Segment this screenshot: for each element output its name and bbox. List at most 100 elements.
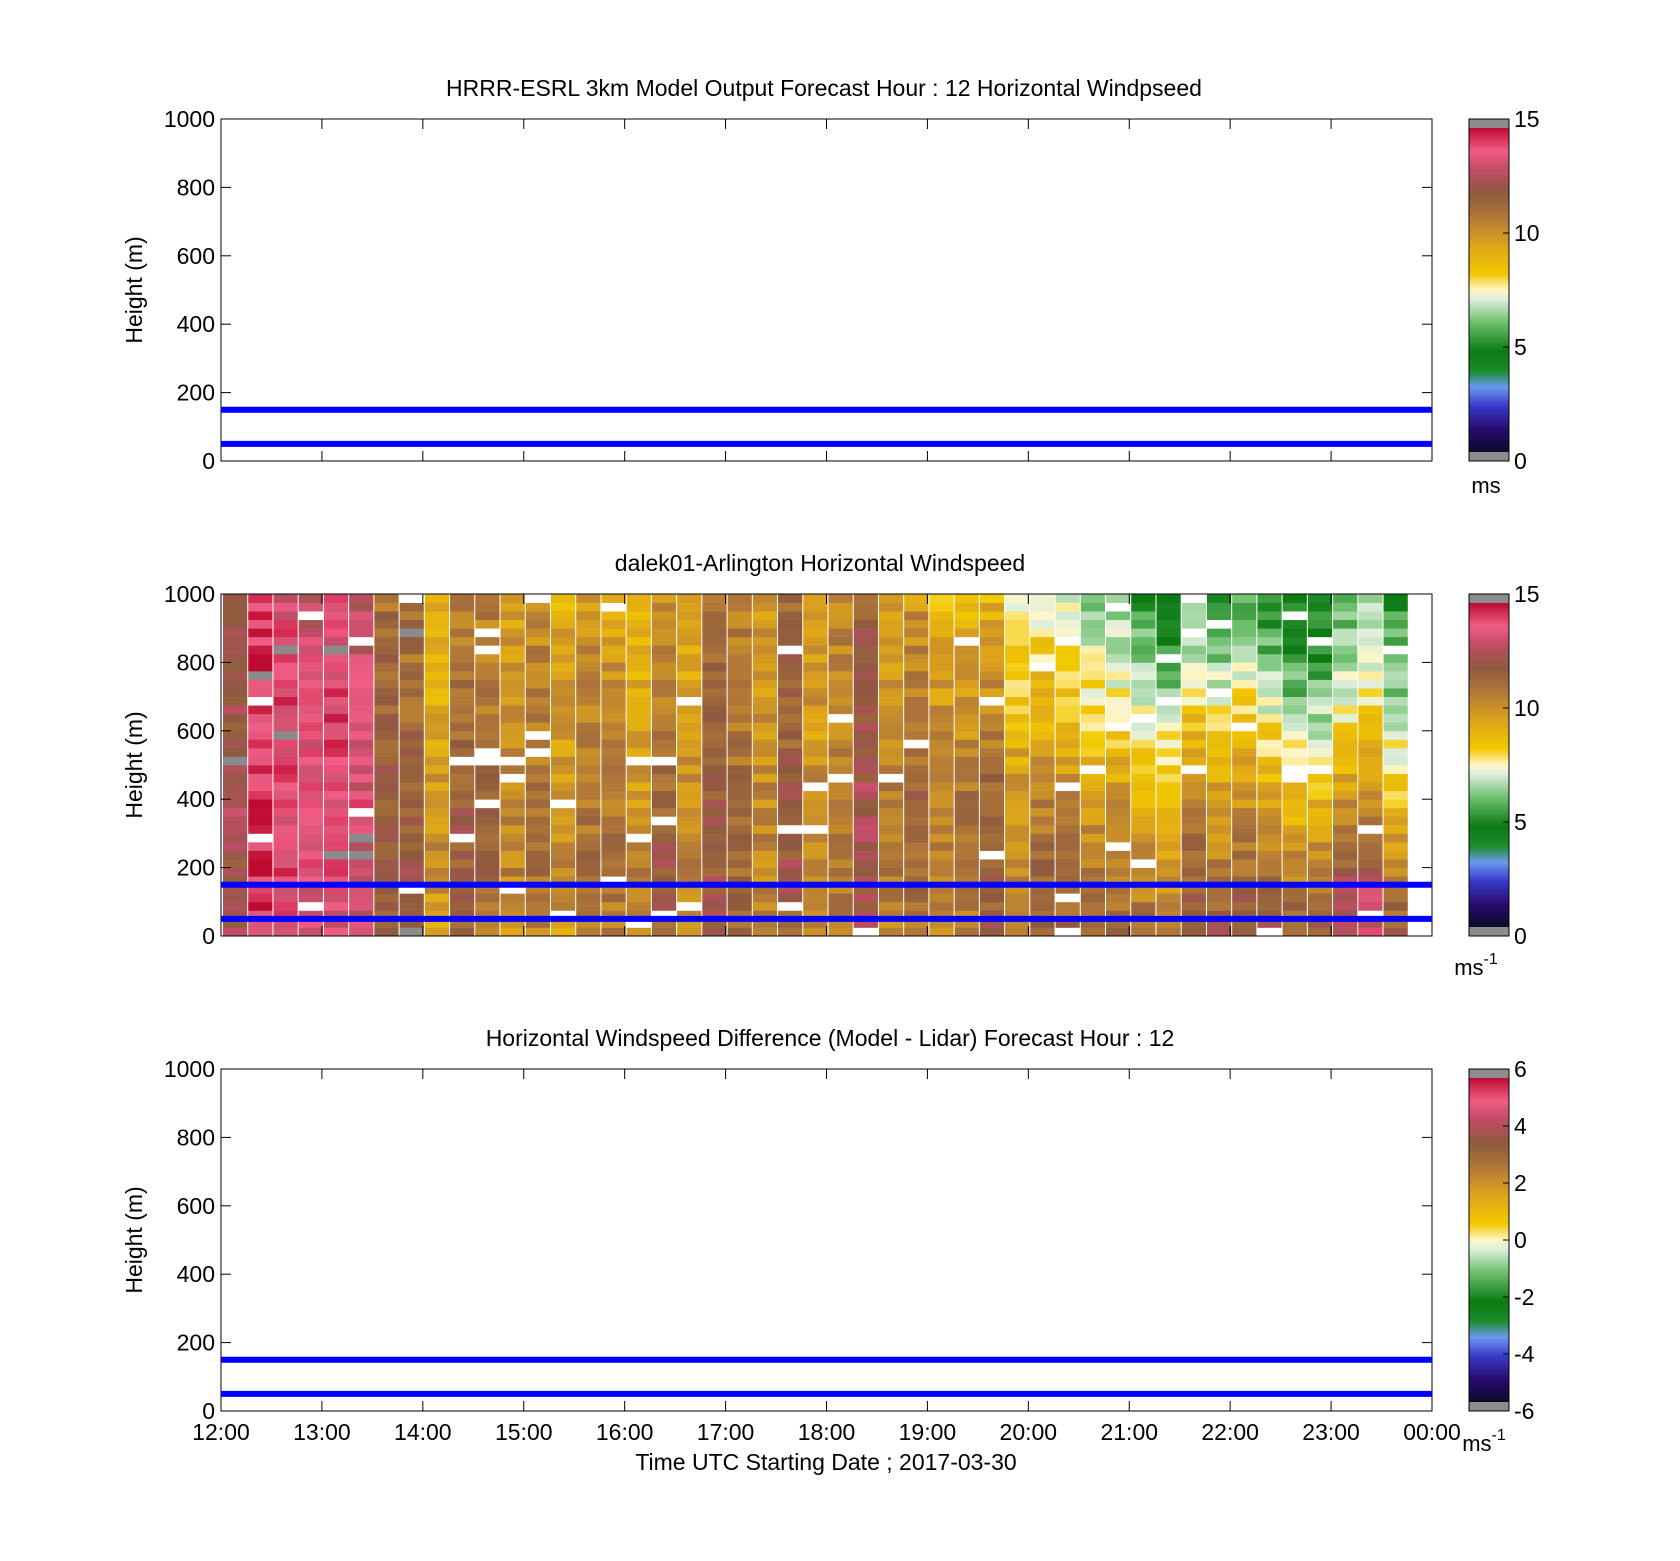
heatmap-cell (424, 773, 450, 783)
heatmap-cell (626, 653, 651, 663)
heatmap-cell (601, 730, 626, 740)
y-tick-label: 600 (177, 243, 215, 269)
heatmap-cell (450, 859, 475, 868)
heatmap-cell (752, 705, 778, 715)
heatmap-cell (1181, 893, 1206, 903)
heatmap-cell (1080, 679, 1106, 689)
heatmap-cell (1106, 918, 1131, 928)
heatmap-cell (702, 696, 727, 706)
heatmap-cell (752, 679, 778, 689)
heatmap-cell (1257, 628, 1282, 638)
heatmap-cell (576, 782, 601, 792)
heatmap-cell (1358, 816, 1383, 826)
heatmap-cell (778, 765, 803, 774)
heatmap-cell (1156, 636, 1181, 646)
heatmap-cell (374, 653, 399, 663)
colorbar-tick-label: -6 (1514, 1398, 1534, 1424)
heatmap-cell (475, 790, 500, 800)
heatmap-cell (1307, 670, 1333, 680)
heatmap-cell (1333, 653, 1358, 663)
heatmap-cell (1055, 790, 1080, 800)
heatmap-cell (1080, 619, 1106, 629)
heatmap-cell (1156, 756, 1181, 766)
heatmap-cell (1307, 893, 1333, 903)
heatmap-cell (1005, 867, 1030, 877)
heatmap-cell (349, 850, 374, 860)
heatmap-cell (1206, 739, 1232, 749)
heatmap-cell (677, 773, 702, 783)
colorbar-cap-bottom (1469, 927, 1509, 936)
heatmap-cell (878, 722, 904, 732)
heatmap-cell (1181, 594, 1206, 603)
heatmap-cell (702, 628, 727, 638)
heatmap-cell (1080, 841, 1106, 851)
heatmap-cell (475, 619, 500, 629)
heatmap-cell (702, 867, 727, 877)
heatmap-cell (323, 602, 349, 612)
heatmap-cell (323, 705, 349, 715)
heatmap-cell (727, 636, 752, 646)
heatmap-cell (651, 807, 677, 817)
heatmap-cell (1181, 679, 1206, 689)
heatmap-cell (1307, 833, 1333, 843)
heatmap-cell (1282, 739, 1307, 749)
heatmap-cell (651, 688, 677, 697)
heatmap-cell (601, 850, 626, 860)
heatmap-cell (904, 739, 929, 749)
heatmap-cell (1181, 628, 1206, 638)
heatmap-cell (626, 799, 651, 809)
heatmap-cell (323, 594, 349, 603)
heatmap-cell (298, 679, 323, 689)
heatmap-cell (424, 799, 450, 809)
heatmap-cell (1131, 773, 1156, 783)
heatmap-cell (424, 730, 450, 740)
heatmap-cell (1030, 782, 1055, 792)
panel-difference-x-label: Time UTC Starting Date ; 2017-03-30 (635, 1449, 1016, 1475)
heatmap-cell (273, 670, 298, 680)
heatmap-cell (1232, 730, 1257, 740)
heatmap-cell (223, 799, 248, 809)
heatmap-cell (273, 645, 298, 655)
heatmap-cell (626, 705, 651, 715)
heatmap-cell (878, 662, 904, 672)
heatmap-cell (626, 876, 651, 886)
heatmap-cell (349, 790, 374, 800)
heatmap-cell (702, 824, 727, 834)
heatmap-cell (450, 833, 475, 843)
heatmap-cell (349, 884, 374, 894)
heatmap-cell (1282, 636, 1307, 646)
heatmap-cell (1156, 910, 1181, 920)
heatmap-cell (399, 867, 424, 877)
heatmap-cell (651, 867, 677, 877)
heatmap-cell (727, 927, 752, 937)
heatmap-cell (1106, 816, 1131, 826)
heatmap-cell (929, 722, 954, 732)
heatmap-cell (929, 602, 954, 612)
x-tick-label: 23:00 (1302, 1419, 1360, 1445)
heatmap-cell (576, 688, 601, 697)
heatmap-cell (828, 910, 853, 920)
heatmap-cell (298, 619, 323, 629)
heatmap-cell (1055, 594, 1080, 603)
heatmap-cell (904, 773, 929, 783)
heatmap-cell (904, 850, 929, 860)
heatmap-cell (727, 824, 752, 834)
heatmap-cell (576, 756, 601, 766)
heatmap-cell (626, 696, 651, 706)
colorbar-tick-label: 4 (1514, 1113, 1527, 1139)
heatmap-cell (424, 594, 450, 603)
heatmap-cell (525, 841, 550, 851)
heatmap-cell (828, 859, 853, 868)
heatmap-cell (450, 910, 475, 920)
heatmap-cell (1232, 619, 1257, 629)
heatmap-cell (626, 841, 651, 851)
heatmap-cell (929, 670, 954, 680)
heatmap-cell (1333, 927, 1358, 937)
heatmap-cell (1257, 807, 1282, 817)
heatmap-cell (349, 619, 374, 629)
heatmap-cell (778, 705, 803, 715)
heatmap-cell (1131, 679, 1156, 689)
heatmap-cell (752, 850, 778, 860)
heatmap-cell (298, 867, 323, 877)
